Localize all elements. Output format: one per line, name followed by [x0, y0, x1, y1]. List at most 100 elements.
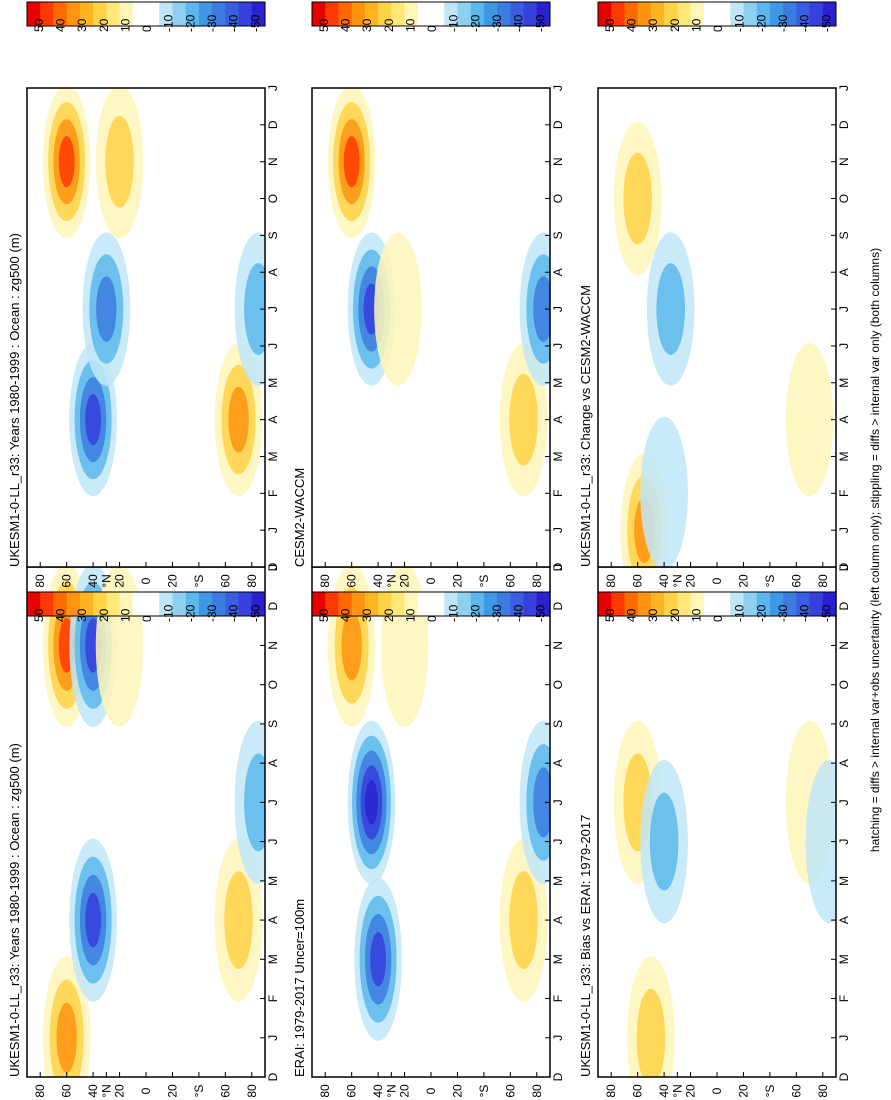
month-tick-label: J	[837, 1035, 851, 1041]
colorbar-swatch	[444, 592, 458, 616]
field-contour-2-1	[656, 263, 686, 356]
colorbar-label: -30	[205, 14, 219, 32]
field-contour-1-1	[623, 152, 652, 245]
month-tick-label: A	[551, 916, 565, 924]
lat-tick-label: 0	[139, 1087, 153, 1094]
colorbar-swatch	[664, 2, 678, 26]
colorbar-swatch	[251, 2, 266, 26]
panel-title: UKESM1-0-LL_r33: Change vs CESM2-WACCM	[578, 285, 593, 567]
colorbar-swatch	[730, 2, 744, 26]
lat-tick-label: 0	[710, 1087, 724, 1094]
month-tick-label: J	[551, 306, 565, 312]
colorbar-label: -40	[798, 604, 812, 622]
colorbar-swatch	[132, 2, 147, 26]
month-tick-label: D	[837, 602, 851, 611]
colorbar-swatch	[703, 2, 718, 26]
month-tick-label: S	[551, 231, 565, 239]
colorbar-swatch	[404, 592, 419, 616]
month-tick-label: A	[837, 416, 851, 424]
lat-tick-label: 80	[816, 1084, 830, 1098]
month-tick-label: A	[551, 268, 565, 276]
colorbar-swatch	[809, 2, 824, 26]
colorbar-swatch	[106, 592, 121, 616]
colorbar-swatch	[470, 592, 485, 616]
lat-tick-label: 40	[657, 1084, 671, 1098]
colorbar-label: -20	[183, 14, 197, 32]
month-tick-label: D	[551, 1072, 565, 1081]
colorbar-label: 20	[382, 608, 396, 622]
month-tick-label: J	[837, 85, 851, 91]
colorbar-label: -20	[754, 14, 768, 32]
month-tick-label: M	[837, 378, 851, 388]
lat-tick-label: 20	[398, 1084, 412, 1098]
colorbar-swatch	[212, 592, 226, 616]
lat-tick-label: 80	[530, 1084, 544, 1098]
field-contour-2-3	[370, 932, 387, 987]
colorbar-label: 50	[317, 608, 331, 622]
colorbar-swatch	[378, 592, 392, 616]
month-tick-label: J	[266, 85, 280, 91]
month-tick-label: A	[266, 268, 280, 276]
field-contour-3-0	[640, 416, 688, 567]
colorbar-label: 40	[54, 608, 68, 622]
colorbar: 50 40 30 20 10 0 -10 -20 -30 -40 -50	[26, 1, 266, 32]
colorbar-swatch	[624, 2, 639, 26]
lat-tick-label: 80	[604, 574, 618, 588]
colorbar-swatch	[598, 592, 612, 616]
month-tick-label: J	[266, 306, 280, 312]
colorbar-label: -10	[733, 14, 747, 32]
month-tick-label: A	[266, 916, 280, 924]
colorbar-label: -30	[776, 604, 790, 622]
colorbar-swatch	[677, 592, 692, 616]
colorbar-swatch	[444, 2, 458, 26]
colorbar-swatch	[53, 592, 68, 616]
lat-tick-label: 20	[113, 1084, 127, 1098]
colorbar-swatch	[106, 2, 121, 26]
field-contour-0-3	[343, 136, 360, 188]
field-contour-0-2	[341, 610, 362, 681]
panel-title: UKESM1-0-LL_r33: Bias vs ERAI: 1979-2017	[578, 815, 593, 1077]
colorbar-label: -10	[162, 14, 176, 32]
colorbar-label: 10	[403, 18, 417, 32]
colorbar-swatch	[717, 2, 731, 26]
colorbar-label: -40	[512, 604, 526, 622]
colorbar-label: -50	[533, 14, 547, 32]
month-tick-label: S	[551, 720, 565, 728]
lat-tick-label: 40	[86, 574, 100, 588]
lat-tick-label: °N	[99, 1084, 113, 1097]
colorbar-swatch	[703, 592, 718, 616]
month-tick-label: M	[266, 378, 280, 388]
field-contour-4-1	[509, 871, 538, 970]
colorbar-label: 40	[625, 608, 639, 622]
colorbar-swatch	[598, 2, 612, 26]
colorbar-swatch	[338, 2, 353, 26]
field-contour-2-1	[636, 988, 666, 1077]
colorbar-swatch	[238, 592, 253, 616]
colorbar-label: 50	[317, 18, 331, 32]
colorbar-label: 0	[425, 615, 439, 622]
lat-tick-label: 20	[165, 574, 179, 588]
lat-tick-label: °N	[670, 1084, 684, 1097]
lat-tick-label: °S	[477, 1085, 491, 1098]
lat-tick-label: 80	[816, 574, 830, 588]
month-tick-label: M	[266, 876, 280, 886]
colorbar-swatch	[351, 2, 366, 26]
month-tick-label: D	[837, 562, 851, 571]
colorbar-swatch	[457, 2, 472, 26]
colorbar-label: -50	[248, 604, 262, 622]
colorbar-label: -20	[183, 604, 197, 622]
colorbar-label: -10	[447, 14, 461, 32]
colorbar-swatch	[769, 2, 784, 26]
colorbar-swatch	[225, 2, 240, 26]
lat-tick-label: 0	[710, 577, 724, 584]
colorbar-swatch	[93, 2, 107, 26]
colorbar-label: -50	[819, 604, 833, 622]
colorbar-swatch	[624, 592, 639, 616]
field-contour-2-0	[374, 232, 422, 386]
colorbar-frame	[597, 1, 837, 27]
colorbar-label: 20	[668, 18, 682, 32]
month-tick-label: M	[551, 954, 565, 964]
